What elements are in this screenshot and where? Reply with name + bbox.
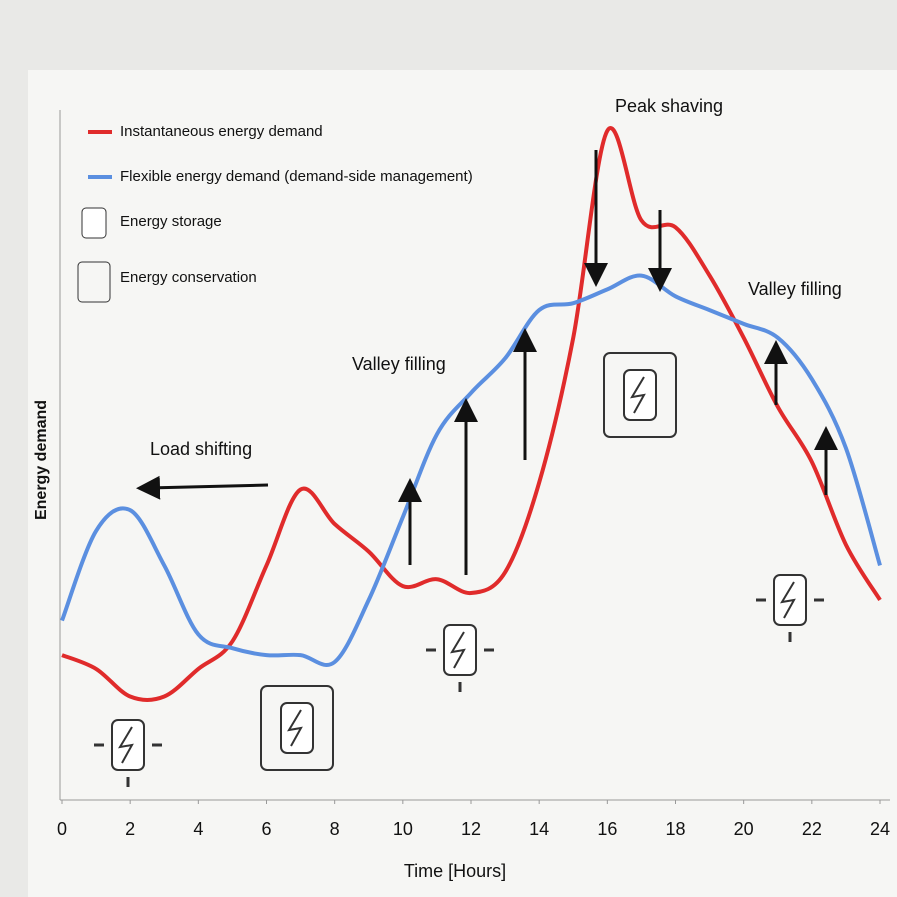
x-tick-label: 14 (529, 819, 549, 839)
x-tick-label: 20 (734, 819, 754, 839)
annotation: Load shifting (150, 439, 252, 459)
x-tick-label: 22 (802, 819, 822, 839)
annotation: Peak shaving (615, 96, 723, 116)
legend-label: Energy conservation (120, 269, 257, 286)
x-axis-label: Time [Hours] (404, 861, 506, 881)
x-tick-label: 18 (665, 819, 685, 839)
x-tick-label: 0 (57, 819, 67, 839)
annotation: Valley filling (352, 354, 446, 374)
x-tick-label: 6 (261, 819, 271, 839)
legend-icon (82, 208, 106, 238)
x-tick-label: 24 (870, 819, 890, 839)
x-tick-label: 12 (461, 819, 481, 839)
x-tick-label: 8 (330, 819, 340, 839)
slide-panel (28, 70, 897, 897)
annotation: Valley filling (748, 279, 842, 299)
x-tick-label: 10 (393, 819, 413, 839)
chart: Time [Hours] Energy demand Load shifting… (0, 0, 897, 897)
x-tick-label: 4 (193, 819, 203, 839)
x-tick-label: 16 (597, 819, 617, 839)
x-tick-label: 2 (125, 819, 135, 839)
y-axis-label: Energy demand (33, 400, 50, 520)
legend-label: Energy storage (120, 213, 222, 230)
legend-label: Instantaneous energy demand (120, 123, 323, 140)
legend-label: Flexible energy demand (demand-side mana… (120, 168, 473, 185)
